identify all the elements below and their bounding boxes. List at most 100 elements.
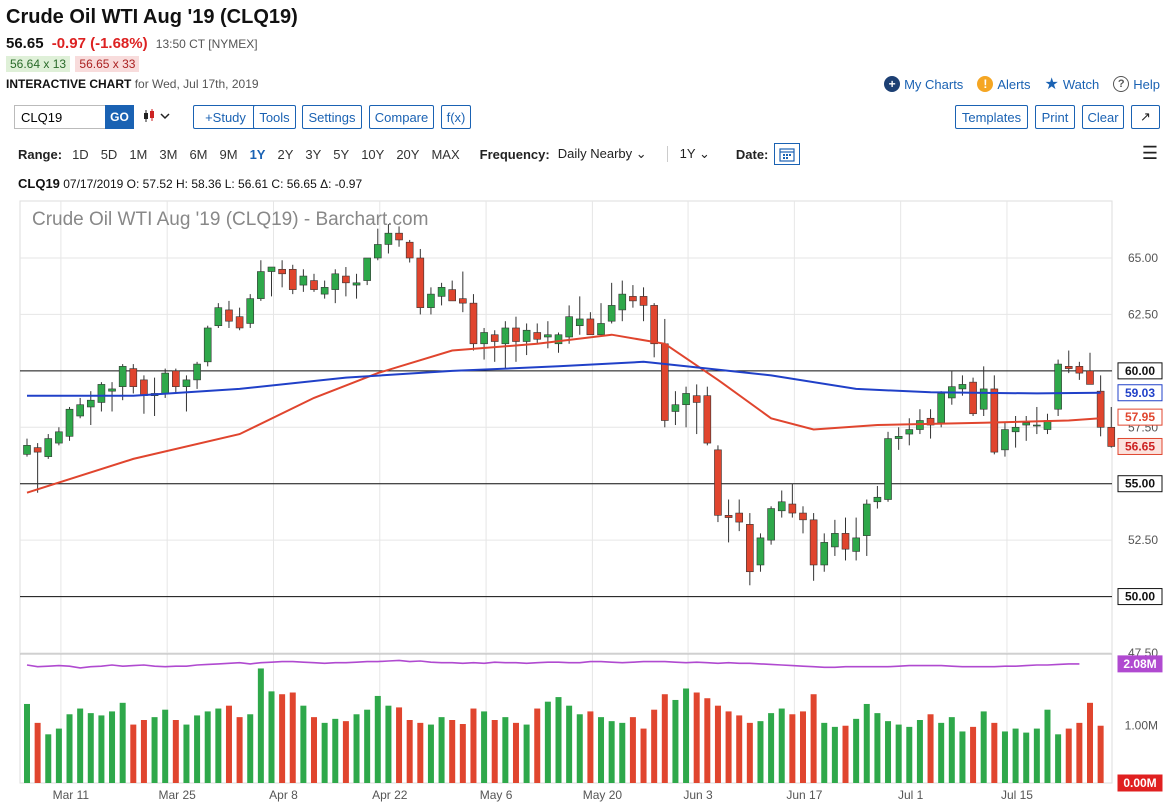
candle-body [65, 408, 74, 437]
candle-body [1011, 426, 1020, 433]
volume-bar [916, 720, 923, 783]
chart-date: for Wed, Jul 17th, 2019 [134, 77, 259, 91]
range-max[interactable]: MAX [431, 146, 460, 162]
watch-link[interactable]: ★ Watch [1045, 74, 1100, 94]
volume-bar [608, 721, 615, 783]
range-bar: Range: 1D 5D 1M 3M 6M 9M 1Y 2Y 3Y 5Y 10Y… [18, 143, 1160, 165]
price-tag-label: 0.00M [1123, 776, 1156, 790]
expand-button[interactable]: ↗ [1131, 105, 1160, 129]
candle-body [724, 515, 733, 518]
x-tick-label: Apr 8 [269, 788, 298, 802]
x-tick-label: May 6 [480, 788, 513, 802]
y-tick-label: 52.50 [1128, 533, 1158, 547]
price-tag-box [1117, 774, 1163, 792]
range-5d[interactable]: 5D [100, 146, 118, 162]
range-3y[interactable]: 3Y [305, 146, 322, 162]
volume-bar [725, 711, 732, 783]
volume-bar [257, 668, 264, 783]
range-9m[interactable]: 9M [219, 146, 238, 162]
candle-body [777, 501, 786, 512]
volume-bar [225, 705, 232, 783]
volume-bar [24, 703, 30, 783]
range-2y[interactable]: 2Y [277, 146, 294, 162]
volume-bar [566, 705, 573, 783]
frequency-dropdown[interactable]: Daily Nearby ⌄ [558, 146, 647, 162]
templates-button[interactable]: Templates [955, 105, 1028, 129]
candle-body [172, 370, 180, 387]
my-charts-link[interactable]: + My Charts [884, 76, 963, 92]
candle-body [331, 273, 340, 290]
price-tag-box [1117, 475, 1163, 493]
quote-line: 56.65 -0.97 (-1.68%) 13:50 CT [NYMEX] [6, 35, 258, 52]
range-10y[interactable]: 10Y [361, 146, 385, 162]
range-20y[interactable]: 20Y [396, 146, 420, 162]
candle-body [118, 366, 127, 387]
menu-icon[interactable]: ☰ [1141, 143, 1158, 163]
price-tag-label: 59.03 [1125, 386, 1155, 400]
go-button[interactable]: GO [105, 105, 134, 129]
alerts-link[interactable]: ! Alerts [977, 76, 1031, 92]
volume-bar [576, 714, 583, 783]
candle-body [544, 334, 552, 338]
volume-bar [736, 715, 743, 783]
volume-bar [714, 705, 721, 783]
candle-body [1054, 363, 1062, 410]
alert-icon: ! [977, 76, 994, 92]
range-3m[interactable]: 3M [159, 146, 178, 162]
range-1d[interactable]: 1D [72, 146, 89, 162]
price-tag-box [1117, 588, 1163, 606]
candle-body [469, 302, 478, 345]
symbol-input[interactable] [14, 105, 106, 129]
help-link[interactable]: ? Help [1113, 76, 1160, 92]
calendar-button[interactable] [774, 143, 801, 165]
candle-body [129, 368, 138, 387]
period-dropdown[interactable]: 1Y ⌄ [680, 146, 710, 162]
chart-type-dropdown[interactable] [142, 108, 172, 127]
candle-body [575, 318, 584, 327]
candle-body [554, 334, 563, 345]
candle-body [480, 332, 488, 345]
price-tag: 56.65 [1117, 437, 1163, 455]
plus-icon: + [884, 76, 901, 92]
study-button[interactable]: +Study [193, 105, 258, 129]
x-tick-label: Jul 15 [1001, 788, 1033, 802]
volume-bar [640, 728, 647, 783]
function-button[interactable]: f(x) [441, 105, 471, 129]
candle-body [905, 429, 914, 435]
candle-body [501, 327, 510, 345]
x-tick-label: Jul 1 [898, 788, 924, 802]
candle-body [448, 289, 457, 302]
range-1m[interactable]: 1M [129, 146, 148, 162]
candle-body [1001, 429, 1009, 451]
volume-bar [587, 711, 594, 783]
candle-body [235, 316, 244, 329]
price-tag: 50.00 [1117, 588, 1163, 606]
volume-bar [1087, 702, 1093, 783]
candle-body [459, 298, 467, 304]
clear-button[interactable]: Clear [1082, 105, 1124, 129]
volume-bar [831, 726, 838, 783]
volume-bar [534, 708, 541, 783]
volume-bar [364, 709, 371, 783]
volume-bar [853, 718, 860, 783]
candle-body [512, 327, 520, 342]
compare-button[interactable]: Compare [369, 105, 434, 129]
chevron-down-icon: ⌄ [698, 146, 710, 161]
volume-bar [683, 688, 690, 783]
volume-bar [459, 724, 466, 783]
range-1y[interactable]: 1Y [249, 146, 266, 162]
print-button[interactable]: Print [1035, 105, 1075, 129]
ma-short-line [26, 333, 1101, 494]
volume-bar [980, 711, 987, 783]
price-chart[interactable]: Crude Oil WTI Aug '19 (CLQ19) - Barchart… [0, 195, 1174, 811]
settings-button[interactable]: Settings [302, 105, 362, 129]
range-6m[interactable]: 6M [189, 146, 208, 162]
volume-bar [874, 713, 881, 783]
range-label: Range: [18, 146, 63, 162]
tools-button[interactable]: Tools [253, 105, 296, 129]
y-tick-label: 65.00 [1128, 251, 1158, 265]
volume-bar [1012, 728, 1019, 783]
range-5y[interactable]: 5Y [333, 146, 350, 162]
volume-bar [906, 726, 913, 783]
candle-body [1075, 366, 1084, 374]
